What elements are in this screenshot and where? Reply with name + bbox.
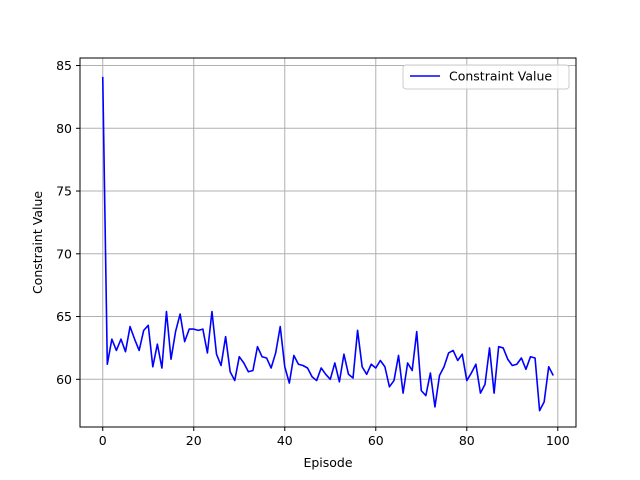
y-axis-ticks: 60 65 70 75 80 85	[56, 58, 80, 387]
plot-area-frame	[79, 57, 577, 428]
legend-box	[402, 64, 570, 90]
x-tick-label: 40	[277, 433, 293, 448]
y-tick-label: 70	[56, 246, 72, 261]
y-axis-label: Constraint Value	[30, 191, 45, 294]
x-tick-label: 0	[99, 433, 107, 448]
legend-label: Constraint Value	[449, 69, 552, 84]
x-tick-label: 80	[459, 433, 475, 448]
series-lines	[101, 76, 554, 412]
x-axis-label: Episode	[303, 455, 352, 470]
legend: Constraint Value	[402, 64, 570, 90]
y-tick-label: 65	[56, 309, 72, 324]
y-tick-label: 85	[56, 58, 72, 73]
y-tick-label: 60	[56, 372, 72, 387]
x-axis-ticks: 0 20 40 60 80 100	[99, 427, 570, 448]
series-line	[101, 76, 554, 412]
x-tick-label: 20	[186, 433, 202, 448]
y-tick-label: 80	[56, 121, 72, 136]
x-tick-label: 60	[368, 433, 384, 448]
y-tick-label: 75	[56, 184, 72, 199]
x-tick-label: 100	[546, 433, 570, 448]
grid-lines	[80, 58, 576, 427]
